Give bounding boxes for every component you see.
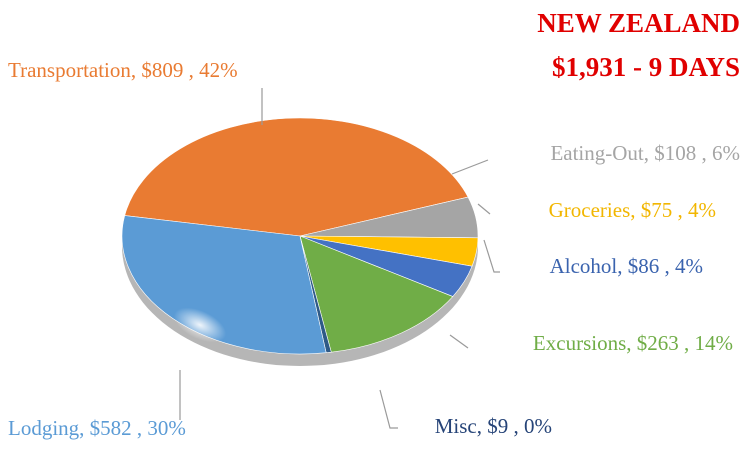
leader-line (483, 239, 500, 273)
slice-label: Transportation, $809 , 42% (8, 58, 238, 82)
pie-slice (121, 215, 327, 355)
leader-line (451, 159, 489, 175)
slice-label: Excursions, $263 , 14% (533, 331, 733, 355)
leader-line (379, 389, 398, 429)
slice-label: Groceries, $75 , 4% (549, 198, 716, 222)
pie-slice (124, 117, 469, 237)
highlight (173, 307, 227, 343)
slice-label: Eating-Out, $108 , 6% (550, 141, 740, 165)
slice-label: Lodging, $582 , 30% (8, 416, 186, 440)
chart-title: NEW ZEALAND (537, 8, 740, 38)
leader-line (477, 203, 491, 215)
slice-label: Alcohol, $86 , 4% (550, 254, 703, 278)
slice-label: Misc, $9 , 0% (435, 414, 552, 438)
leader-line (449, 334, 469, 349)
pie-slice (299, 235, 454, 353)
chart-subtitle: $1,931 - 9 DAYS (552, 52, 740, 82)
